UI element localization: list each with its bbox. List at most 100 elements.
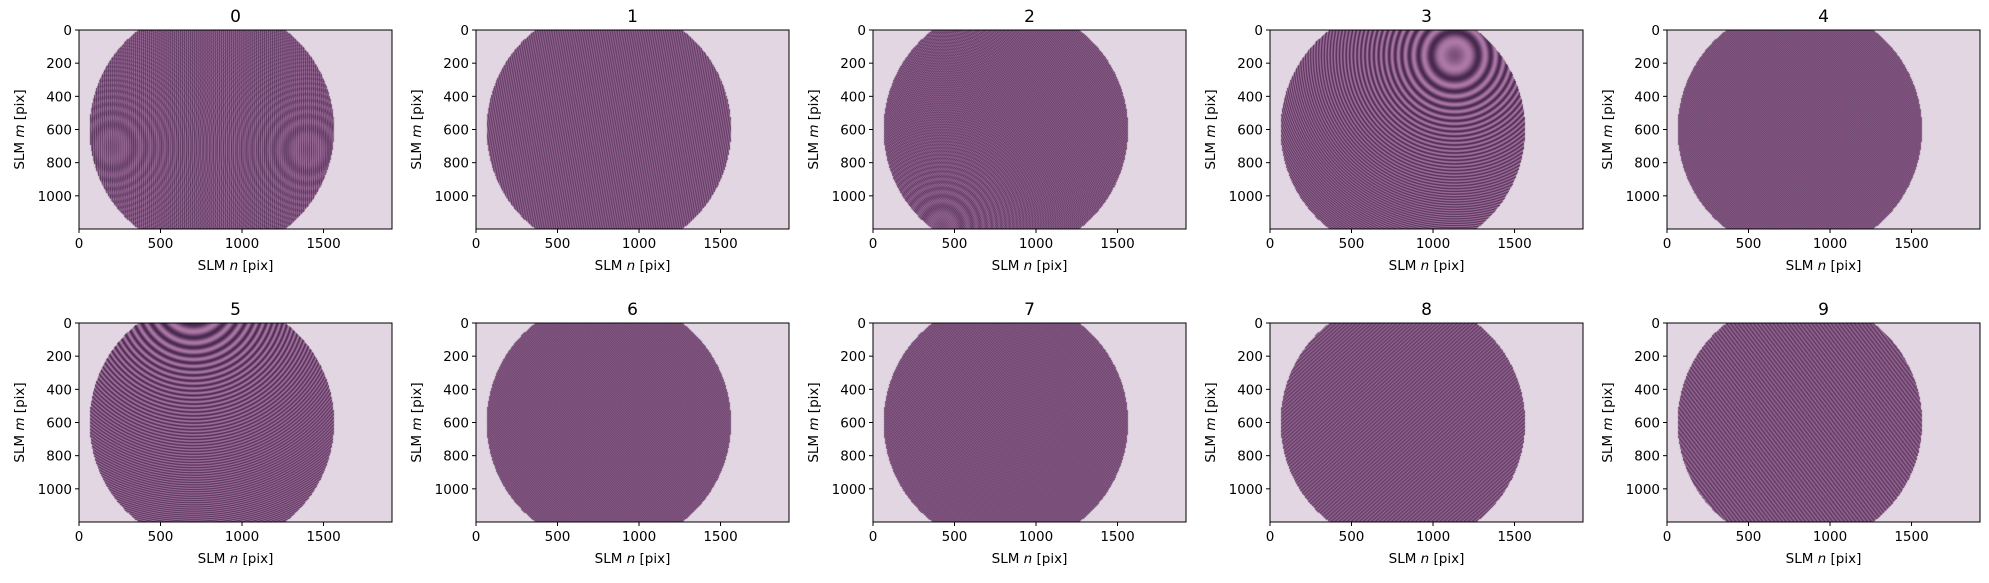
y-tick-label: 1000: [435, 189, 469, 205]
y-axis-label: SLM m [pix]: [1600, 382, 1616, 462]
x-tick-label: 500: [942, 236, 968, 252]
x-tick-label: 500: [1339, 529, 1365, 545]
subplot-title: 9: [1818, 300, 1829, 320]
subplot-title: 1: [627, 7, 638, 27]
subplot-title: 3: [1421, 7, 1432, 27]
x-axis-label: SLM n [pix]: [1786, 551, 1862, 567]
y-tick-label: 200: [1237, 349, 1263, 365]
x-tick-label: 0: [472, 529, 481, 545]
subplot-title: 7: [1024, 300, 1035, 320]
x-tick-label: 1500: [306, 236, 340, 252]
x-tick-label: 1500: [703, 529, 737, 545]
subplot-6: 6 0 500 1000 1500 0 200 400 600 800 1000 SLM n [pix…: [409, 300, 790, 567]
y-tick-label: 1000: [832, 189, 866, 205]
y-tick-label: 400: [443, 89, 469, 105]
x-tick-label: 500: [1736, 236, 1762, 252]
x-tick-label: 500: [1736, 529, 1762, 545]
y-tick-label: 1000: [1626, 482, 1660, 498]
y-tick-label: 0: [63, 316, 72, 332]
y-tick-label: 600: [1634, 416, 1660, 432]
x-axis-label: SLM n [pix]: [198, 551, 274, 567]
x-tick-label: 0: [1266, 529, 1275, 545]
x-tick-label: 1500: [1100, 529, 1134, 545]
x-tick-label: 1500: [1894, 529, 1928, 545]
y-tick-label: 200: [443, 349, 469, 365]
y-axis-label: SLM m [pix]: [1203, 382, 1219, 462]
x-tick-label: 500: [545, 529, 571, 545]
y-tick-label: 1000: [1229, 482, 1263, 498]
y-axis-label: SLM m [pix]: [1600, 89, 1616, 169]
y-axis-label: SLM m [pix]: [12, 382, 28, 462]
x-tick-label: 1500: [306, 529, 340, 545]
y-tick-label: 1000: [832, 482, 866, 498]
x-tick-label: 0: [1266, 236, 1275, 252]
y-tick-label: 400: [443, 382, 469, 398]
y-tick-label: 600: [840, 416, 866, 432]
x-tick-label: 0: [472, 236, 481, 252]
y-tick-label: 400: [1634, 382, 1660, 398]
subplot-4: 4 0 500 1000 1500 0 200 400 600 800 1000 SLM n [pix…: [1600, 7, 1981, 274]
phase-mask-image: [1667, 30, 1980, 229]
phase-mask-image: [1270, 323, 1583, 522]
subplot-3: 3 0 500 1000 1500 0 200 400 600 800 1000 SLM n [pix…: [1203, 7, 1584, 274]
y-tick-label: 400: [1237, 382, 1263, 398]
x-tick-label: 1500: [1100, 236, 1134, 252]
x-tick-label: 1000: [1019, 236, 1053, 252]
x-tick-label: 1500: [1894, 236, 1928, 252]
subplot-title: 4: [1818, 7, 1829, 27]
y-tick-label: 200: [840, 56, 866, 72]
phase-mask-image: [873, 30, 1186, 229]
x-axis-label: SLM n [pix]: [992, 551, 1068, 567]
x-tick-label: 0: [75, 236, 84, 252]
subplot-7: 7 0 500 1000 1500 0 200 400 600 800 1000 SLM n [pix…: [806, 300, 1187, 567]
x-tick-label: 1000: [1813, 236, 1847, 252]
x-tick-label: 0: [1663, 529, 1672, 545]
y-tick-label: 0: [1254, 23, 1263, 39]
subplot-1: 1 0 500 1000 1500 0 200 400 600 800 1000 SLM n [pix…: [409, 7, 790, 274]
y-tick-label: 1000: [38, 482, 72, 498]
y-axis-label: SLM m [pix]: [806, 89, 822, 169]
y-tick-label: 600: [443, 123, 469, 139]
x-tick-label: 1000: [1416, 236, 1450, 252]
x-tick-label: 500: [942, 529, 968, 545]
subplot-2: 2 0 500 1000 1500 0 200 400 600 800 1000 SLM n [pix…: [806, 7, 1187, 274]
subplot-title: 6: [627, 300, 638, 320]
phase-mask-image: [79, 30, 392, 229]
x-axis-label: SLM n [pix]: [595, 258, 671, 274]
y-tick-label: 600: [46, 416, 72, 432]
y-tick-label: 0: [857, 316, 866, 332]
y-tick-label: 1000: [38, 189, 72, 205]
y-tick-label: 1000: [1229, 189, 1263, 205]
x-axis-label: SLM n [pix]: [1389, 258, 1465, 274]
x-tick-label: 1000: [225, 236, 259, 252]
y-tick-label: 400: [840, 89, 866, 105]
subplot-5: 5 0 500 1000 1500 0 200 400 600 800 1000 SLM n [pix…: [12, 300, 393, 567]
y-axis-label: SLM m [pix]: [1203, 89, 1219, 169]
subplot-0: 0 0 500 1000 1500 0 200 400 600 800 1000 SLM n [pix…: [12, 7, 393, 274]
x-tick-label: 500: [1339, 236, 1365, 252]
subplot-title: 0: [230, 7, 241, 27]
y-tick-label: 0: [1651, 316, 1660, 332]
y-tick-label: 200: [1237, 56, 1263, 72]
x-tick-label: 1000: [1019, 529, 1053, 545]
x-tick-label: 1000: [622, 529, 656, 545]
x-tick-label: 500: [545, 236, 571, 252]
phase-mask-image: [79, 323, 392, 522]
x-axis-label: SLM n [pix]: [198, 258, 274, 274]
x-tick-label: 1500: [703, 236, 737, 252]
x-tick-label: 1000: [225, 529, 259, 545]
y-tick-label: 800: [1634, 156, 1660, 172]
x-tick-label: 0: [869, 236, 878, 252]
x-axis-label: SLM n [pix]: [595, 551, 671, 567]
phase-mask-image: [873, 323, 1186, 522]
y-tick-label: 200: [443, 56, 469, 72]
y-tick-label: 600: [1634, 123, 1660, 139]
x-axis-label: SLM n [pix]: [1786, 258, 1862, 274]
y-tick-label: 0: [460, 316, 469, 332]
y-tick-label: 800: [46, 449, 72, 465]
y-tick-label: 600: [1237, 123, 1263, 139]
y-tick-label: 400: [1634, 89, 1660, 105]
y-tick-label: 200: [1634, 56, 1660, 72]
